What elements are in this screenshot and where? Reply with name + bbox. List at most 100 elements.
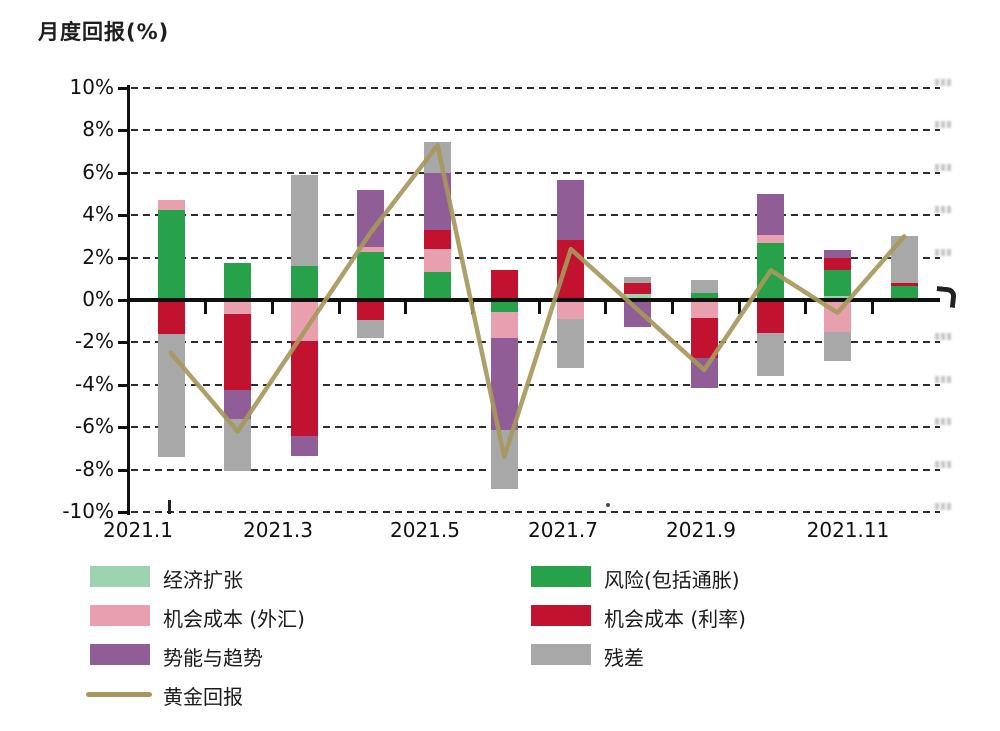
bar-segment — [690, 300, 718, 319]
legend-color-swatch — [90, 605, 150, 626]
x-axis-label: 2021.7 — [528, 518, 598, 542]
legend-color-swatch — [531, 605, 591, 626]
bar-segment — [157, 200, 185, 210]
legend-item: 残差 — [531, 642, 951, 670]
bar-segment — [757, 300, 785, 333]
bar-segment — [224, 418, 252, 471]
zero-axis-line — [130, 298, 940, 302]
x-axis-label: 2021.11 — [806, 518, 890, 542]
x-axis-label: 2021.5 — [390, 518, 460, 542]
x-axis-tick — [804, 302, 808, 314]
y-axis-label: 4% — [82, 202, 114, 227]
bar-segment — [490, 338, 518, 431]
illegible-mark — [935, 79, 951, 86]
bar-segment — [357, 189, 385, 247]
legend-color-swatch — [90, 644, 150, 665]
bar-segment — [624, 283, 652, 294]
illegible-mark — [935, 206, 951, 214]
illegible-mark — [935, 121, 951, 129]
y-axis-label: 8% — [82, 117, 114, 142]
x-axis-tick — [470, 302, 474, 314]
bar-segment — [824, 250, 851, 258]
bar-segment — [424, 272, 452, 300]
legend-item: 机会成本 (利率) — [531, 603, 951, 631]
legend-label: 黄金回报 — [163, 685, 243, 709]
bar-segment — [357, 300, 385, 321]
y-axis-tick — [118, 299, 128, 302]
bar-segment — [290, 266, 318, 300]
gridline-10 — [131, 87, 940, 89]
bar-segment — [557, 319, 585, 368]
bar-segment — [224, 313, 252, 391]
stray-tick-mark — [168, 500, 171, 514]
bar-segment — [557, 239, 585, 300]
bar-segment — [824, 257, 851, 271]
y-axis-tick — [118, 87, 128, 90]
bar-segment — [424, 142, 452, 173]
legend-label: 残差 — [604, 646, 644, 670]
bar-segment — [290, 435, 318, 456]
y-axis-tick — [118, 214, 128, 218]
y-axis-tick — [118, 256, 128, 260]
x-axis-label: 2021.9 — [666, 518, 736, 542]
y-axis-tick — [118, 426, 128, 430]
bar-segment — [757, 235, 785, 243]
bar-segment — [290, 300, 318, 342]
y-axis-tick — [118, 468, 128, 472]
bar-segment — [290, 174, 318, 267]
x-axis-tick — [604, 302, 608, 314]
y-axis-label: 2% — [82, 244, 114, 269]
illegible-mark — [935, 503, 951, 510]
x-axis-tick — [204, 302, 208, 314]
bar-segment — [424, 172, 452, 231]
legend-color-swatch — [531, 566, 591, 587]
legend-item: 机会成本 (外汇) — [90, 603, 510, 631]
y-axis-label: -8% — [75, 456, 114, 481]
x-axis-tick — [270, 302, 274, 314]
bar-segment — [824, 300, 851, 332]
x-axis-tick — [737, 302, 741, 314]
legend-label: 机会成本 (外汇) — [163, 607, 305, 631]
illegible-mark — [935, 418, 951, 426]
bar-segment — [357, 247, 385, 253]
legend-label: 机会成本 (利率) — [604, 607, 746, 631]
legend-item: 经济扩张 — [90, 564, 510, 592]
y-axis-label: -6% — [75, 414, 114, 439]
y-axis-label: -2% — [75, 329, 114, 354]
x-axis-tick — [870, 302, 874, 314]
bar-segment — [624, 276, 652, 284]
bar-segment — [890, 236, 918, 284]
legend-color-swatch — [531, 644, 591, 665]
bar-segment — [690, 279, 718, 293]
bar-segment — [357, 320, 385, 339]
gridline-2 — [131, 256, 940, 259]
bar-segment — [757, 332, 785, 377]
illegible-mark — [935, 460, 951, 468]
bar-segment — [624, 300, 652, 327]
bar-segment — [424, 230, 452, 250]
y-axis-tick — [118, 511, 128, 514]
bar-segment — [824, 331, 851, 362]
gridline--8 — [131, 468, 940, 471]
bar-segment — [157, 209, 185, 300]
illegible-mark — [935, 333, 951, 341]
gridline--4 — [131, 383, 940, 386]
x-axis-tick — [337, 302, 341, 314]
illegible-mark — [935, 248, 951, 256]
bar-segment — [424, 249, 452, 273]
y-axis-tick — [118, 171, 128, 175]
x-axis-label: 2021.1 — [103, 518, 173, 542]
bar-segment — [690, 358, 718, 388]
y-axis-tick — [118, 383, 128, 387]
x-axis-tick — [537, 302, 541, 314]
gridline--2 — [131, 341, 940, 344]
bar-segment — [157, 300, 185, 334]
bar-segment — [224, 390, 252, 419]
legend-line-swatch — [86, 692, 152, 697]
bar-segment — [357, 252, 385, 300]
y-axis-label: -10% — [62, 499, 114, 523]
bar-segment — [757, 242, 785, 300]
gridline-8 — [131, 129, 940, 132]
x-axis-tick — [670, 302, 674, 314]
